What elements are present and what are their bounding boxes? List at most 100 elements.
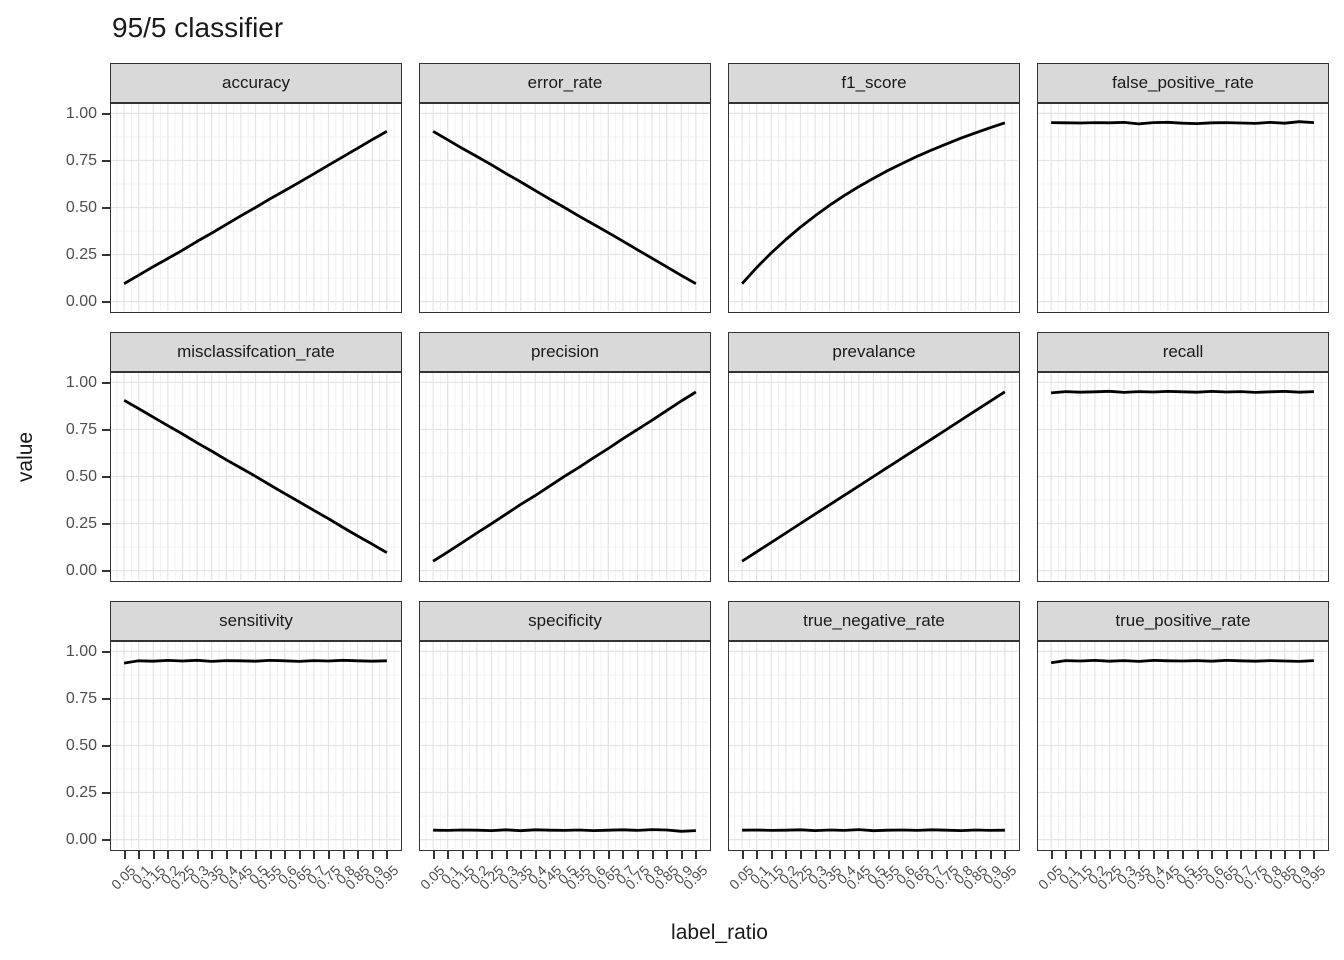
x-tick-mark xyxy=(549,851,552,859)
y-tick-mark xyxy=(102,112,110,115)
metric-line xyxy=(123,130,388,285)
facet-strip: true_positive_rate xyxy=(1037,601,1329,641)
metric-line xyxy=(123,658,387,665)
x-tick-mark xyxy=(284,851,287,859)
facet-precision: precision xyxy=(419,332,711,582)
y-tick-label: 0.50 xyxy=(65,468,97,485)
y-tick-mark xyxy=(102,428,110,431)
x-tick-mark xyxy=(975,851,978,859)
facet-misclassifcation-rate: misclassifcation_rate xyxy=(110,332,402,582)
x-tick-mark xyxy=(829,851,832,859)
x-tick-mark xyxy=(520,851,523,859)
x-tick-mark xyxy=(945,851,948,859)
y-axis-gutter-row-3: 1.00 0.75 0.50 0.25 0.00 xyxy=(36,601,110,851)
y-tick-mark xyxy=(102,839,110,842)
y-tick-mark xyxy=(102,476,110,478)
line-chart-precision xyxy=(420,373,709,580)
metric-line xyxy=(1050,658,1314,665)
gridlines xyxy=(111,642,400,849)
line-chart-recall xyxy=(1038,373,1327,580)
line-chart-accuracy xyxy=(111,104,400,311)
x-tick-mark xyxy=(1269,851,1272,859)
x-tick-mark xyxy=(1079,851,1082,859)
y-tick-label: 1.00 xyxy=(65,373,97,391)
facet-panel xyxy=(110,103,402,313)
x-tick-mark xyxy=(873,851,875,859)
x-tick-mark xyxy=(196,851,199,859)
facet-strip: false_positive_rate xyxy=(1037,63,1329,103)
x-tick-mark xyxy=(1313,851,1316,859)
facet-strip: error_rate xyxy=(419,63,711,103)
metric-line xyxy=(742,828,1005,833)
x-tick-mark xyxy=(814,851,817,859)
x-tick-mark xyxy=(578,851,581,859)
y-tick-mark xyxy=(102,207,110,209)
x-tick-mark xyxy=(1211,851,1214,859)
facet-panel xyxy=(1037,103,1329,313)
x-tick-mark xyxy=(1298,851,1301,859)
x-tick-mark xyxy=(1225,851,1228,859)
x-tick-mark xyxy=(1123,851,1126,859)
y-tick-label: 1.00 xyxy=(65,642,97,660)
y-tick-mark xyxy=(102,745,110,747)
facet-strip: sensitivity xyxy=(110,601,402,641)
x-tick-mark xyxy=(785,851,788,859)
x-axis-col-3: 0.05 0.1 0.15 0.2 0.25 0.3 0.35 0.4 0.45 0.5 0.55 0… xyxy=(726,851,1020,913)
x-tick-mark xyxy=(313,851,316,859)
facet-prevalance: prevalance xyxy=(728,332,1020,582)
facet-panel xyxy=(419,641,711,851)
facet-recall: recall xyxy=(1037,332,1329,582)
x-tick-mark xyxy=(989,851,992,859)
y-tick-mark xyxy=(102,650,110,653)
line-chart-prevalance xyxy=(729,373,1018,580)
facet-error-rate: error_rate xyxy=(419,63,711,313)
metric-line xyxy=(741,121,1006,285)
facet-strip-label: precision xyxy=(530,342,600,361)
x-tick-mark xyxy=(386,851,389,859)
metric-line xyxy=(432,390,697,563)
facet-accuracy: accuracy xyxy=(110,63,402,313)
facet-strip: precision xyxy=(419,332,711,372)
x-tick-mark xyxy=(432,851,435,859)
x-tick-mark xyxy=(622,851,625,859)
y-tick-mark xyxy=(102,697,110,700)
facet-panel xyxy=(728,103,1020,313)
x-tick-mark xyxy=(1138,851,1141,859)
x-tick-mark xyxy=(931,851,934,859)
x-tick-mark xyxy=(1004,851,1007,859)
x-tick-mark xyxy=(447,851,450,859)
x-tick-mark xyxy=(1167,851,1170,859)
x-tick-mark xyxy=(152,851,155,859)
plot-title: 95/5 classifier xyxy=(112,12,284,43)
facet-specificity: specificity xyxy=(419,601,711,851)
facet-row-3: 1.00 0.75 0.50 0.25 0.00 sensitivity specifi… xyxy=(36,601,1329,851)
line-chart-error-rate xyxy=(420,104,709,311)
x-tick-mark xyxy=(1284,851,1287,859)
x-tick-mark xyxy=(240,851,243,859)
x-tick-mark xyxy=(607,851,610,859)
x-tick-mark xyxy=(741,851,744,859)
facet-strip-label: error_rate xyxy=(527,73,603,92)
x-tick-mark xyxy=(211,851,214,859)
x-axis-col-2: 0.05 0.1 0.15 0.2 0.25 0.3 0.35 0.4 0.45 0.5 0.55 0… xyxy=(417,851,711,913)
facet-strip-label: true_negative_rate xyxy=(803,611,945,630)
facet-strip-label: true_positive_rate xyxy=(1115,611,1251,630)
x-tick-mark xyxy=(342,851,345,859)
x-tick-mark xyxy=(461,851,464,859)
gridlines xyxy=(1038,104,1327,311)
x-tick-mark xyxy=(756,851,759,859)
y-tick-label: 1.00 xyxy=(65,104,97,122)
y-tick-mark xyxy=(102,570,110,573)
x-tick-mark xyxy=(1109,851,1112,859)
x-tick-mark xyxy=(505,851,508,859)
x-axis-col-1: 0.05 0.1 0.15 0.2 0.25 0.3 0.35 0.4 0.45 0.5 0.55 0… xyxy=(108,851,402,913)
x-tick-mark xyxy=(800,851,803,859)
facet-strip: misclassifcation_rate xyxy=(110,332,402,372)
line-chart-f1-score xyxy=(729,104,1018,311)
x-tick-mark xyxy=(564,851,566,859)
facet-panel xyxy=(728,641,1020,851)
facet-strip-label: recall xyxy=(1162,342,1204,361)
x-tick-mark xyxy=(182,851,185,859)
gridlines xyxy=(420,373,709,580)
